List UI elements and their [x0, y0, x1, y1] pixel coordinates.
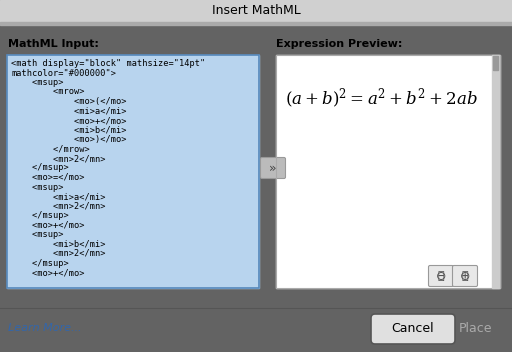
Bar [493, 56, 498, 70]
Text: <mi>a</mi>: <mi>a</mi> [11, 107, 126, 115]
Text: Cancel: Cancel [392, 322, 434, 335]
Text: </msup>: </msup> [11, 163, 69, 172]
Bar [7, 55, 259, 288]
FancyBboxPatch shape [261, 157, 286, 178]
Text: <mo>+</mo>: <mo>+</mo> [11, 220, 84, 230]
Text: Place: Place [459, 322, 493, 335]
Bar [0, 0, 512, 22]
Text: »: » [269, 162, 277, 175]
Text: </msup>: </msup> [11, 258, 69, 268]
Text: </msup>: </msup> [11, 211, 69, 220]
Text: Learn More...: Learn More... [8, 323, 81, 333]
Text: <msup>: <msup> [11, 78, 63, 87]
Text: <math display="block" mathsize="14pt": <math display="block" mathsize="14pt" [11, 59, 205, 68]
Bar [492, 55, 499, 288]
Bar [0, 22, 512, 25]
Text: <mi>b</mi>: <mi>b</mi> [11, 126, 126, 134]
Text: </mrow>: </mrow> [11, 145, 90, 153]
Text: <mo>=</mo>: <mo>=</mo> [11, 173, 84, 182]
Text: ⌕: ⌕ [438, 271, 444, 281]
Text: <mo>(</mo>: <mo>(</mo> [11, 97, 126, 106]
Text: mathcolor="#000000">: mathcolor="#000000"> [11, 69, 116, 77]
Text: ⊕: ⊕ [460, 270, 470, 283]
Text: MathML Input:: MathML Input: [8, 39, 99, 49]
Bar [7, 55, 259, 288]
Text: Insert MathML: Insert MathML [211, 5, 301, 18]
Text: $(a + b)^2 = a^2 + b^2 + 2ab$: $(a + b)^2 = a^2 + b^2 + 2ab$ [285, 87, 478, 111]
FancyBboxPatch shape [453, 265, 478, 287]
Text: <mn>2</mn>: <mn>2</mn> [11, 154, 105, 163]
Text: <msup>: <msup> [11, 182, 63, 191]
FancyBboxPatch shape [371, 314, 455, 344]
Text: <mn>2</mn>: <mn>2</mn> [11, 249, 105, 258]
Text: <mo>)</mo>: <mo>)</mo> [11, 135, 126, 144]
Text: <mrow>: <mrow> [11, 88, 84, 96]
Text: <mo>+</mo>: <mo>+</mo> [11, 268, 84, 277]
FancyBboxPatch shape [429, 265, 454, 287]
Text: <mi>a</mi>: <mi>a</mi> [11, 192, 105, 201]
Text: ⊖: ⊖ [436, 270, 446, 283]
Text: <msup>: <msup> [11, 230, 63, 239]
Text: <mo>+</mo>: <mo>+</mo> [11, 116, 126, 125]
Text: <mi>b</mi>: <mi>b</mi> [11, 239, 105, 249]
Text: Expression Preview:: Expression Preview: [276, 39, 402, 49]
Text: <mn>2</mn>: <mn>2</mn> [11, 201, 105, 210]
Bar [276, 55, 500, 288]
Text: ⌕: ⌕ [462, 271, 468, 281]
Bar [276, 55, 500, 288]
